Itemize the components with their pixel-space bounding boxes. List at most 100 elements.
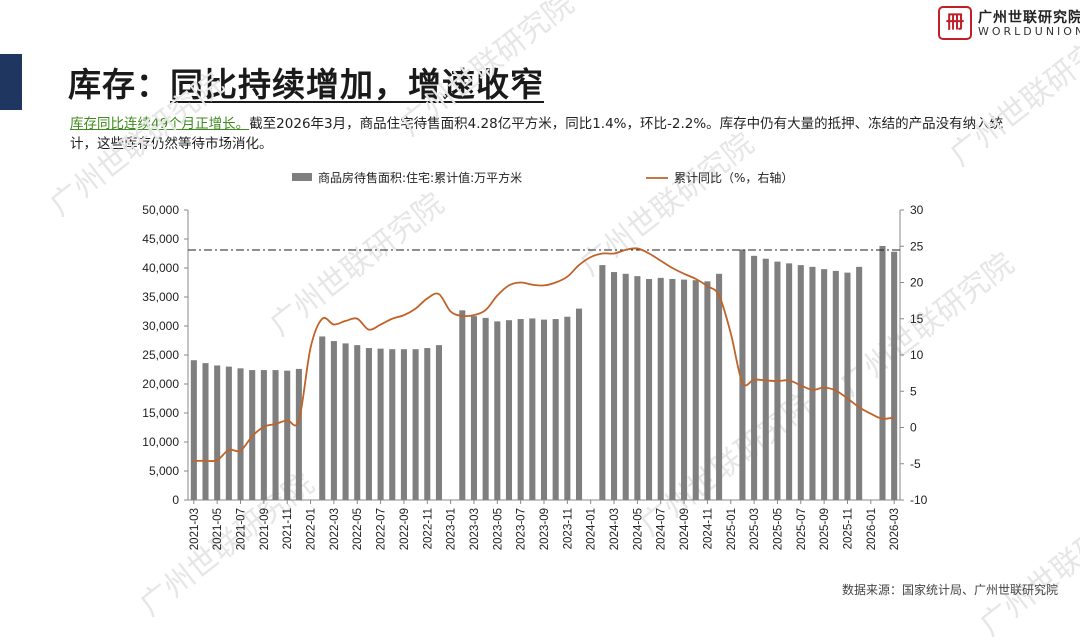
bar [506, 320, 512, 500]
bar [202, 363, 208, 500]
bar [856, 267, 862, 500]
bar [343, 343, 349, 500]
bar [541, 320, 547, 500]
x-tick-label: 2023-07 [516, 508, 528, 550]
x-tick-label: 2023-11 [562, 508, 574, 549]
bar [529, 318, 535, 500]
bar [401, 349, 407, 500]
x-tick-label: 2022-05 [352, 508, 364, 550]
left-tick-label: 45,000 [142, 232, 179, 246]
bar [471, 316, 477, 500]
x-tick-label: 2024-09 [679, 508, 691, 550]
bar [378, 349, 384, 500]
bar [669, 279, 675, 500]
x-tick-label: 2021-05 [212, 508, 224, 550]
bar [354, 345, 360, 500]
bar [366, 348, 372, 500]
x-tick-label: 2021-11 [282, 508, 294, 549]
x-tick-label: 2021-07 [236, 508, 248, 550]
x-tick-label: 2025-11 [842, 508, 854, 549]
bar [564, 317, 570, 500]
left-tick-label: 50,000 [142, 203, 179, 217]
left-tick-label: 0 [172, 493, 179, 507]
bar [704, 281, 710, 500]
x-tick-label: 2024-05 [632, 508, 644, 550]
x-tick-label: 2022-03 [329, 508, 341, 550]
legend-bar-label: 商品房待售面积:住宅:累计值:万平方米 [318, 170, 522, 185]
bar [494, 321, 500, 500]
bar [634, 276, 640, 500]
bar [681, 280, 687, 500]
left-tick-label: 30,000 [142, 319, 179, 333]
bar [191, 360, 197, 500]
bar [844, 273, 850, 500]
left-tick-label: 40,000 [142, 261, 179, 275]
x-tick-label: 2021-03 [189, 508, 201, 550]
data-source: 数据来源：国家统计局、广州世联研究院 [842, 581, 1058, 598]
legend-bar-swatch [292, 173, 312, 181]
x-tick-label: 2026-01 [866, 508, 878, 550]
x-tick-label: 2022-01 [306, 508, 318, 550]
x-tick-label: 2025-05 [772, 508, 784, 550]
x-tick-label: 2024-07 [656, 508, 668, 550]
bar [599, 265, 605, 500]
bar [809, 267, 815, 500]
bar [296, 369, 302, 500]
legend-line-label: 累计同比（%，右轴） [674, 170, 793, 185]
x-tick-label: 2025-03 [749, 508, 761, 550]
bar [389, 349, 395, 500]
bar [891, 252, 897, 500]
right-tick-label: 0 [910, 421, 917, 435]
left-tick-label: 35,000 [142, 290, 179, 304]
bar [331, 341, 337, 500]
x-tick-label: 2024-11 [702, 508, 714, 549]
left-tick-label: 5,000 [149, 464, 179, 478]
left-tick-label: 20,000 [142, 377, 179, 391]
x-tick-label: 2022-11 [422, 508, 434, 549]
right-tick-label: 5 [910, 384, 917, 398]
bar [261, 370, 267, 500]
bar [646, 279, 652, 500]
bar [879, 246, 885, 500]
right-tick-label: 25 [910, 239, 924, 253]
x-tick-label: 2023-03 [469, 508, 481, 550]
left-tick-label: 15,000 [142, 406, 179, 420]
x-tick-label: 2025-09 [819, 508, 831, 550]
x-tick-label: 2023-01 [446, 508, 458, 550]
x-tick-label: 2022-09 [399, 508, 411, 550]
right-tick-label: 30 [910, 203, 924, 217]
bar [693, 280, 699, 500]
bar [658, 278, 664, 500]
x-tick-label: 2023-09 [539, 508, 551, 550]
left-tick-label: 25,000 [142, 348, 179, 362]
x-tick-label: 2025-07 [796, 508, 808, 550]
bar [214, 365, 220, 500]
bar [459, 310, 465, 500]
x-tick-label: 2022-07 [376, 508, 388, 550]
x-tick-label: 2023-05 [492, 508, 504, 550]
bar [833, 271, 839, 500]
x-tick-label: 2024-01 [586, 508, 598, 550]
bar [716, 274, 722, 500]
right-tick-label: 20 [910, 276, 924, 290]
right-tick-label: 10 [910, 348, 924, 362]
bar [553, 319, 559, 500]
bar [226, 367, 232, 500]
right-tick-label: -5 [910, 457, 921, 471]
bar [273, 370, 279, 500]
x-tick-label: 2021-09 [259, 508, 271, 550]
bar [518, 319, 524, 500]
bar [821, 269, 827, 500]
bar [413, 349, 419, 500]
right-tick-label: 15 [910, 312, 924, 326]
bar [611, 272, 617, 500]
bar [751, 256, 757, 500]
x-tick-label: 2026-03 [889, 508, 901, 550]
bar [436, 345, 442, 500]
bar [576, 309, 582, 500]
bar [284, 371, 290, 500]
bar [798, 265, 804, 500]
x-tick-label: 2025-01 [726, 508, 738, 550]
inventory-chart: 05,00010,00015,00020,00025,00030,00035,0… [0, 0, 1080, 608]
bar [424, 348, 430, 500]
